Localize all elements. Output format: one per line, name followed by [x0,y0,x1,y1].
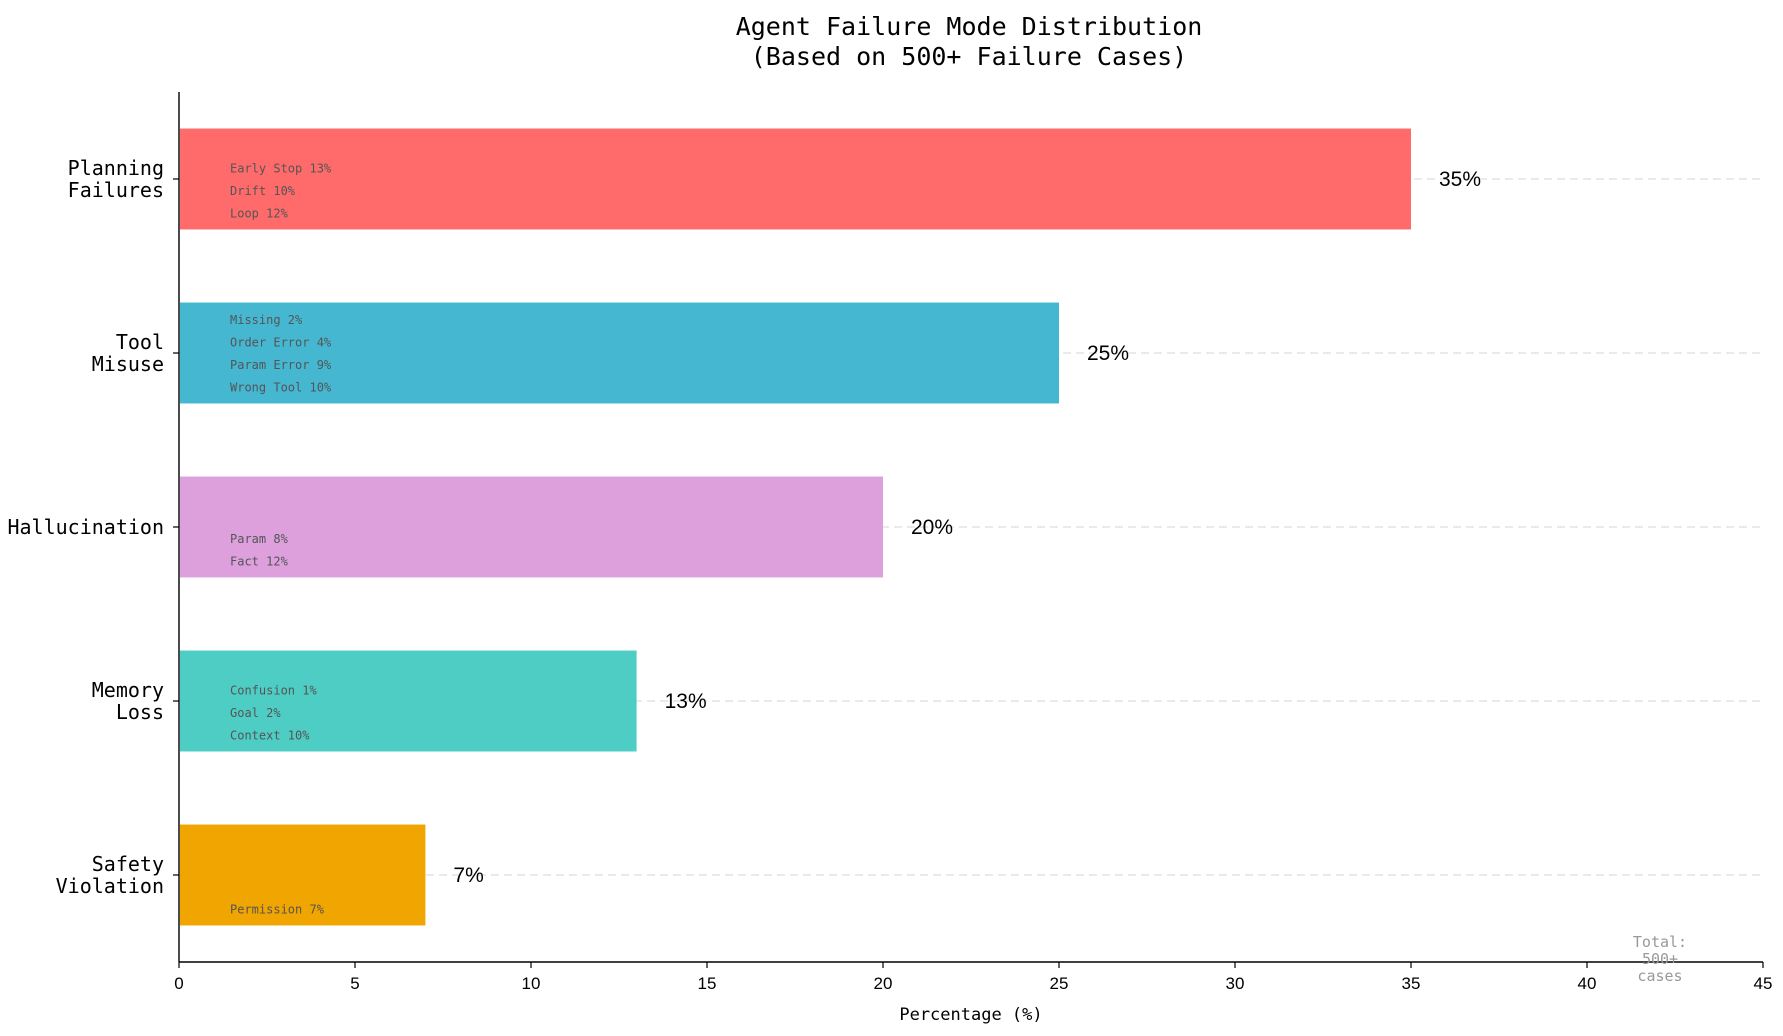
x-tick-label: 25 [1050,974,1069,993]
category-label: Tool [116,330,164,354]
subcategory-label: Param 8% [230,532,289,546]
subcategory-label: Permission 7% [230,902,325,916]
subcategory-label: Confusion 1% [230,683,317,697]
bar [180,128,1411,230]
chart-title: Agent Failure Mode Distribution(Based on… [736,12,1203,71]
subcategory-label: Wrong Tool 10% [230,380,332,394]
subcategory-label: Missing 2% [230,313,303,327]
x-tick-label: 40 [1578,974,1597,993]
subcategory-label: Loop 12% [230,206,289,220]
total-note-line: cases [1637,967,1682,985]
x-tick-label: 45 [1754,974,1773,993]
x-tick-label: 0 [174,974,183,993]
subcategory-label: Param Error 9% [230,358,332,372]
subcategory-label: Goal 2% [230,706,281,720]
bar [180,476,883,578]
category-label: Hallucination [7,515,164,539]
x-axis-ticks: 0 5 10 15 20 25 30 35 40 45 [174,962,1772,993]
category-label: Loss [116,700,164,724]
subcategory-label: Order Error 4% [230,335,332,349]
value-label: 20% [911,516,953,539]
category-label: Safety [92,852,164,876]
subcategory-label: Context 10% [230,728,310,742]
subcategory-label: Early Stop 13% [230,161,332,175]
x-tick-label: 15 [698,974,717,993]
total-note-line: Total: [1633,933,1687,951]
value-label: 35% [1439,168,1481,191]
value-label: 7% [453,864,483,887]
subcategory-label: Fact 12% [230,554,289,568]
bar [180,650,637,752]
bar [180,824,426,926]
category-label: Planning [68,156,164,180]
x-tick-label: 30 [1226,974,1245,993]
x-tick-label: 20 [874,974,893,993]
total-note: Total:500+cases [1633,933,1687,985]
category-label: Misuse [92,352,164,376]
bar [180,302,1059,404]
value-label: 13% [665,690,707,713]
total-note-line: 500+ [1642,950,1678,968]
x-tick-label: 10 [522,974,541,993]
category-label: Memory [92,678,164,702]
x-tick-label: 5 [350,974,359,993]
category-label: Failures [68,178,164,202]
value-label: 25% [1087,342,1129,365]
x-tick-label: 35 [1402,974,1421,993]
chart-title-line: (Based on 500+ Failure Cases) [751,42,1188,71]
category-label: Violation [56,874,164,898]
bars: 35% Early Stop 13% Drift 10% Loop 12% 25% Mis… [180,128,1481,926]
subcategory-label: Drift 10% [230,184,296,198]
chart-title-line: Agent Failure Mode Distribution [736,12,1203,41]
x-axis-label: Percentage (%) [899,1005,1042,1025]
